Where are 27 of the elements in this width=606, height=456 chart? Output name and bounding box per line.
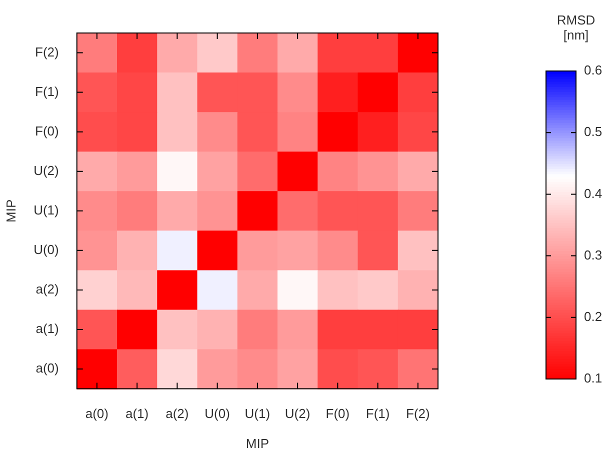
x-tick-label: F(0): [326, 406, 350, 422]
y-tick-label: U(1): [34, 202, 59, 218]
y-tick-label: F(2): [35, 44, 59, 60]
x-tick-label: a(0): [85, 406, 108, 422]
y-tick-label: a(0): [36, 360, 59, 376]
x-tick-label: U(1): [244, 406, 270, 422]
x-axis-title: MIP: [246, 436, 269, 451]
y-tick-label: a(2): [36, 282, 59, 297]
y-tick-label: U(2): [34, 162, 59, 178]
color-bar-label: 0.4: [584, 186, 602, 201]
y-tick-label: F(0): [35, 123, 59, 138]
color-bar-label: 0.3: [584, 247, 602, 262]
x-tick-label: F(1): [366, 406, 390, 422]
color-bar-label: 0.5: [584, 124, 602, 140]
x-tick-label: a(2): [166, 406, 189, 422]
x-tick-label: U(2): [284, 406, 310, 422]
y-tick-label: a(1): [36, 321, 59, 336]
y-axis-title: MIP: [3, 199, 18, 222]
y-tick-label: U(0): [34, 242, 59, 258]
y-tick-label: F(1): [35, 84, 59, 99]
x-tick-label: U(0): [204, 406, 230, 422]
color-bar-title: RMSD [nm]: [556, 12, 596, 43]
x-tick-label: F(2): [406, 406, 430, 422]
color-bar-label: 0.2: [584, 308, 602, 324]
x-tick-label: a(1): [126, 406, 149, 422]
color-bar-label: 0.6: [584, 62, 602, 78]
color-bar-label: 0.1: [584, 370, 602, 386]
